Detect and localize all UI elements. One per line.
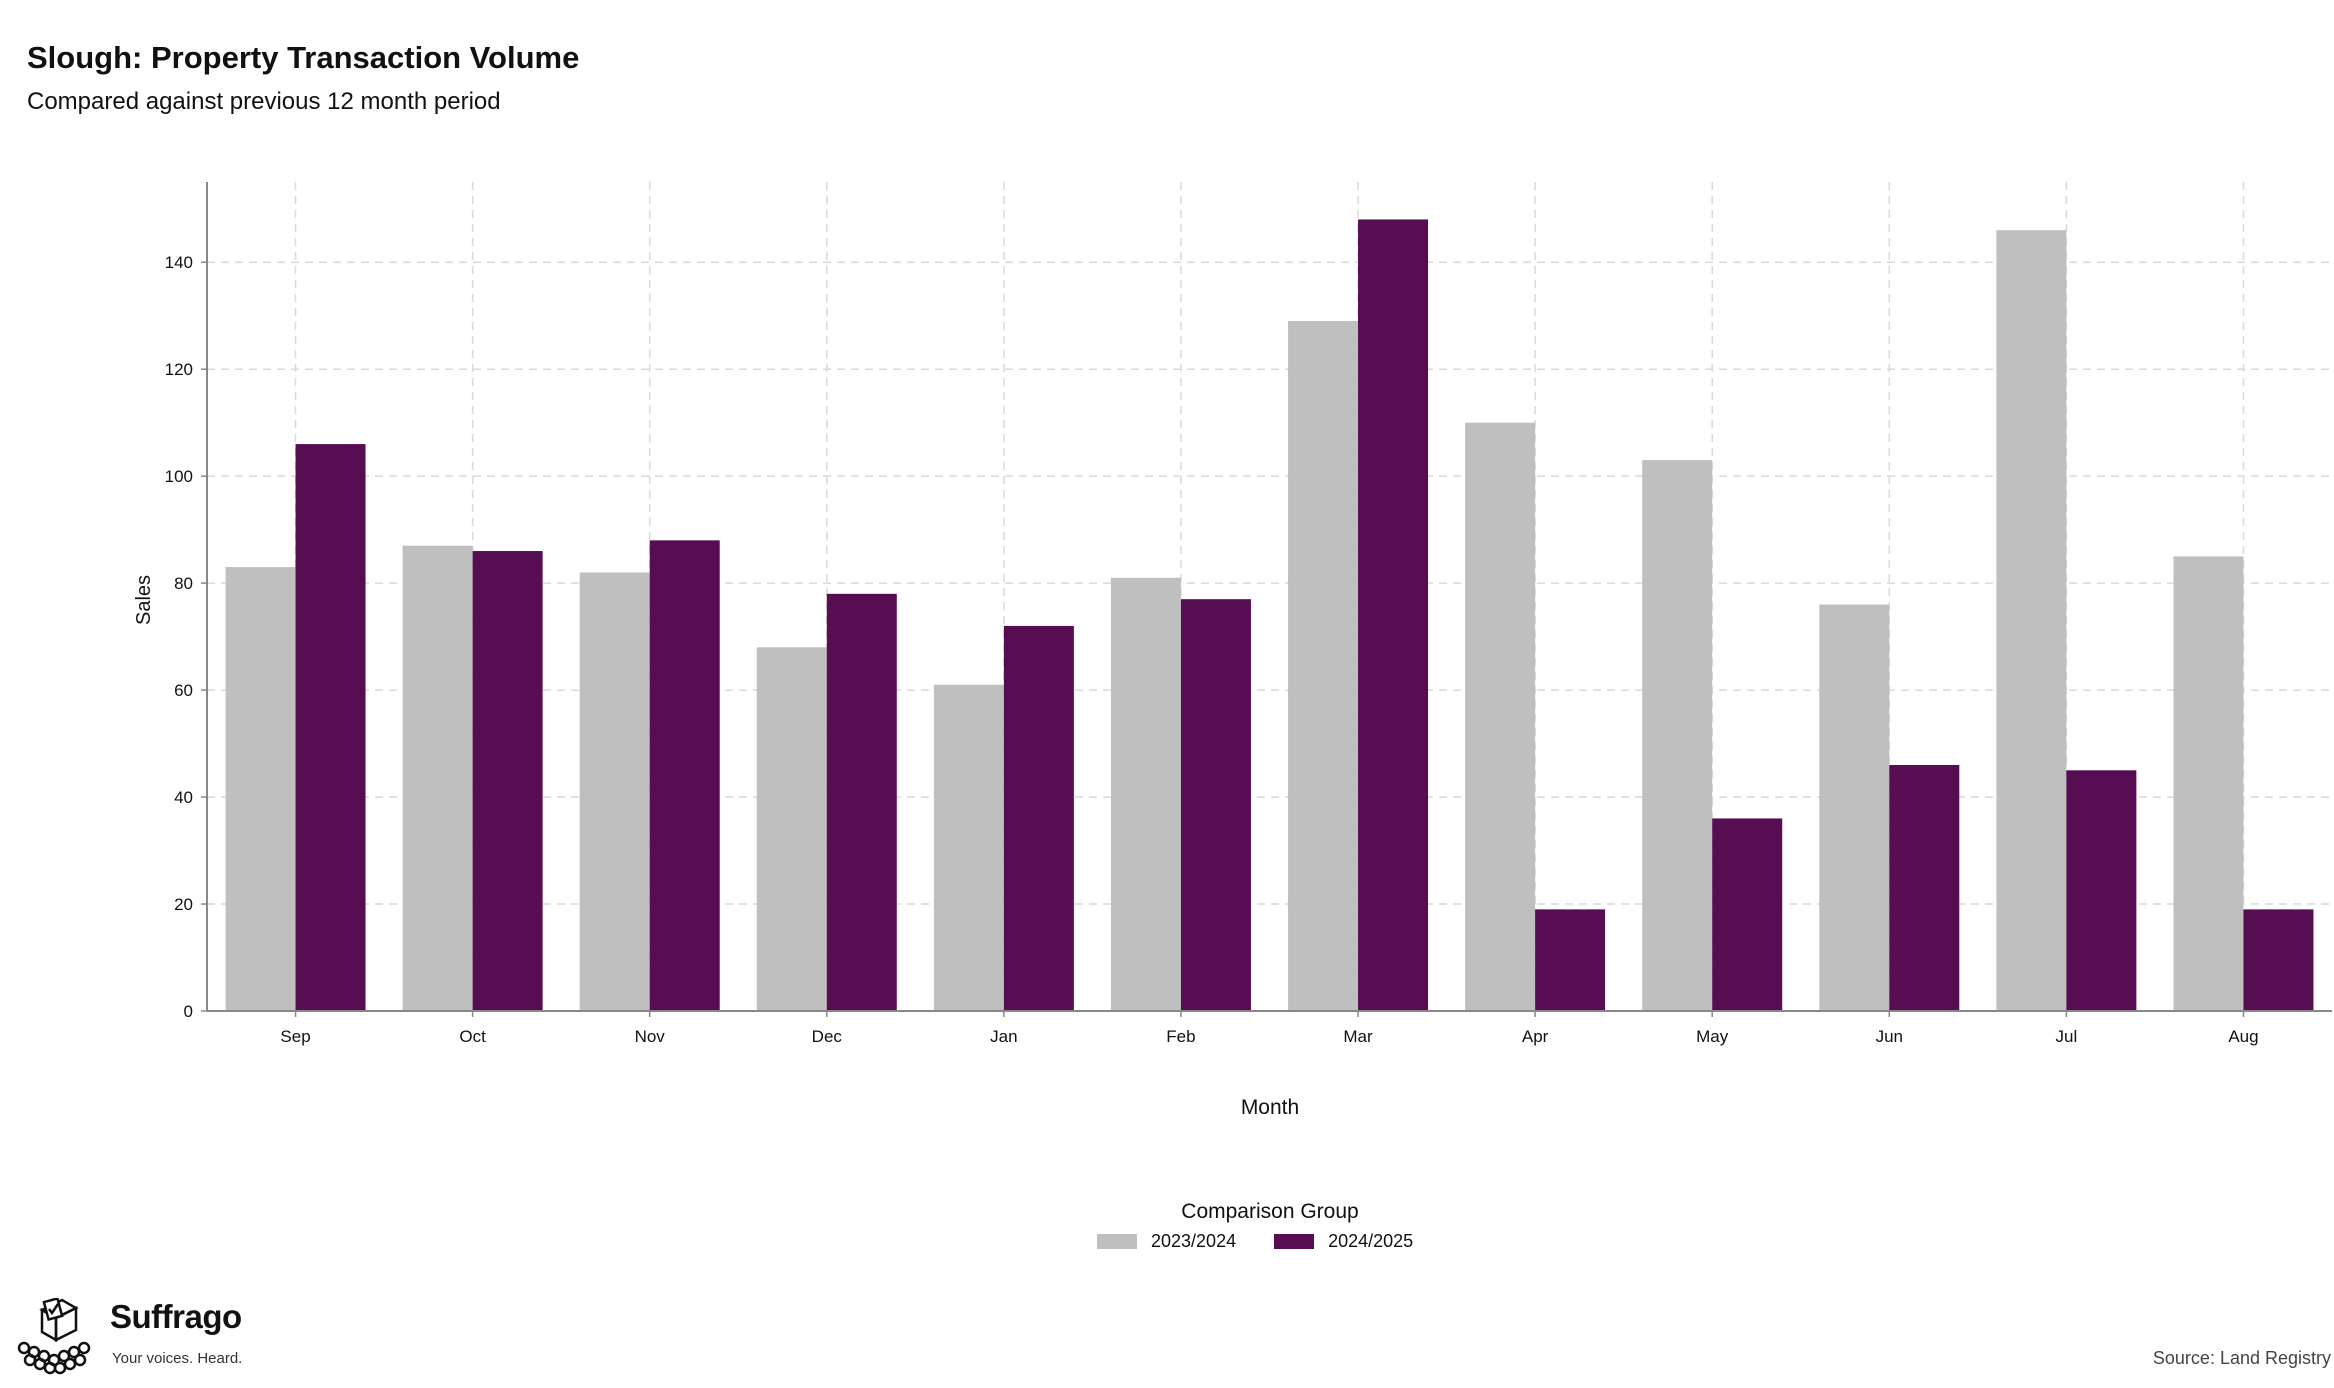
bar-2024-2025-jul	[2066, 770, 2137, 1011]
x-tick-label: Feb	[1166, 1027, 1195, 1046]
bar-2024-2025-may	[1712, 818, 1783, 1011]
y-tick-label: 60	[174, 681, 193, 700]
x-tick-label: Sep	[280, 1027, 310, 1046]
x-tick-label: Mar	[1343, 1027, 1373, 1046]
bar-2023-2024-jun	[1819, 604, 1890, 1011]
bar-2024-2025-jan	[1003, 625, 1074, 1011]
bar-2023-2024-sep	[225, 567, 296, 1011]
bar-2024-2025-aug	[2243, 909, 2314, 1011]
bar-2024-2025-apr	[1535, 909, 1606, 1011]
x-tick-label: Nov	[635, 1027, 666, 1046]
brand-logo: Suffrago Your voices. Heard.	[14, 1298, 254, 1378]
y-tick-label: 140	[165, 253, 193, 272]
bar-2024-2025-sep	[295, 444, 366, 1012]
bar-2023-2024-mar	[1288, 321, 1359, 1011]
x-tick-label: Apr	[1522, 1027, 1549, 1046]
chart-subtitle: Compared against previous 12 month perio…	[27, 88, 501, 115]
y-tick-label: 100	[165, 467, 193, 486]
x-tick-label: Aug	[2228, 1027, 2258, 1046]
bar-2023-2024-nov	[579, 572, 650, 1011]
chart-title: Slough: Property Transaction Volume	[27, 40, 580, 75]
axes: 0 20 40 60 80 100 120 140 Sep Oct Nov Dec Jan Feb Mar A…	[165, 182, 2332, 1046]
bar-2024-2025-jun	[1889, 764, 1960, 1011]
bar-2023-2024-may	[1642, 460, 1713, 1012]
bar-2024-2025-mar	[1358, 219, 1429, 1011]
source-note: Source: Land Registry	[2152, 1348, 2331, 1368]
bar-2024-2025-oct	[472, 551, 543, 1011]
y-tick-label: 0	[184, 1002, 193, 1021]
x-tick-label: Jan	[990, 1027, 1017, 1046]
x-tick-label: May	[1696, 1027, 1729, 1046]
x-axis-label: Month	[1241, 1096, 1299, 1119]
legend-items: 2023/2024 2024/2025	[1097, 1231, 1413, 1252]
legend-label-2023-2024: 2023/2024	[1151, 1231, 1237, 1251]
y-tick-label: 80	[174, 574, 193, 593]
bar-2023-2024-jul	[1996, 230, 2067, 1011]
legend-swatch-2023-2024	[1097, 1234, 1137, 1249]
x-tick-label: Dec	[812, 1027, 843, 1046]
x-tick-label: Jul	[2056, 1027, 2078, 1046]
bar-2024-2025-feb	[1180, 599, 1251, 1011]
bar-2024-2025-dec	[826, 593, 897, 1011]
x-tick-label: Oct	[459, 1027, 486, 1046]
y-tick-label: 20	[174, 895, 193, 914]
bar-2023-2024-apr	[1465, 422, 1536, 1011]
y-tick-label: 40	[174, 788, 193, 807]
ballot-box-icon	[17, 1298, 91, 1375]
y-tick-label: 120	[165, 360, 193, 379]
bars	[225, 219, 2314, 1012]
legend-item-2023-2024: 2023/2024	[1097, 1231, 1236, 1252]
brand-tagline: Your voices. Heard.	[112, 1350, 243, 1367]
brand-name: Suffrago	[110, 1298, 242, 1335]
bar-2023-2024-oct	[402, 545, 473, 1011]
legend-label-2024-2025: 2024/2025	[1328, 1231, 1414, 1251]
y-axis-label: Sales	[133, 575, 155, 625]
legend-swatch-2024-2025	[1274, 1234, 1315, 1249]
x-tick-label: Jun	[1876, 1027, 1903, 1046]
bar-2023-2024-feb	[1110, 577, 1181, 1011]
legend-title: Comparison Group	[1181, 1200, 1359, 1223]
bar-2024-2025-nov	[649, 540, 720, 1011]
bar-2023-2024-aug	[2173, 556, 2244, 1011]
bar-2023-2024-dec	[756, 647, 827, 1011]
legend-item-2024-2025: 2024/2025	[1274, 1231, 1413, 1252]
bar-2023-2024-jan	[933, 684, 1004, 1011]
